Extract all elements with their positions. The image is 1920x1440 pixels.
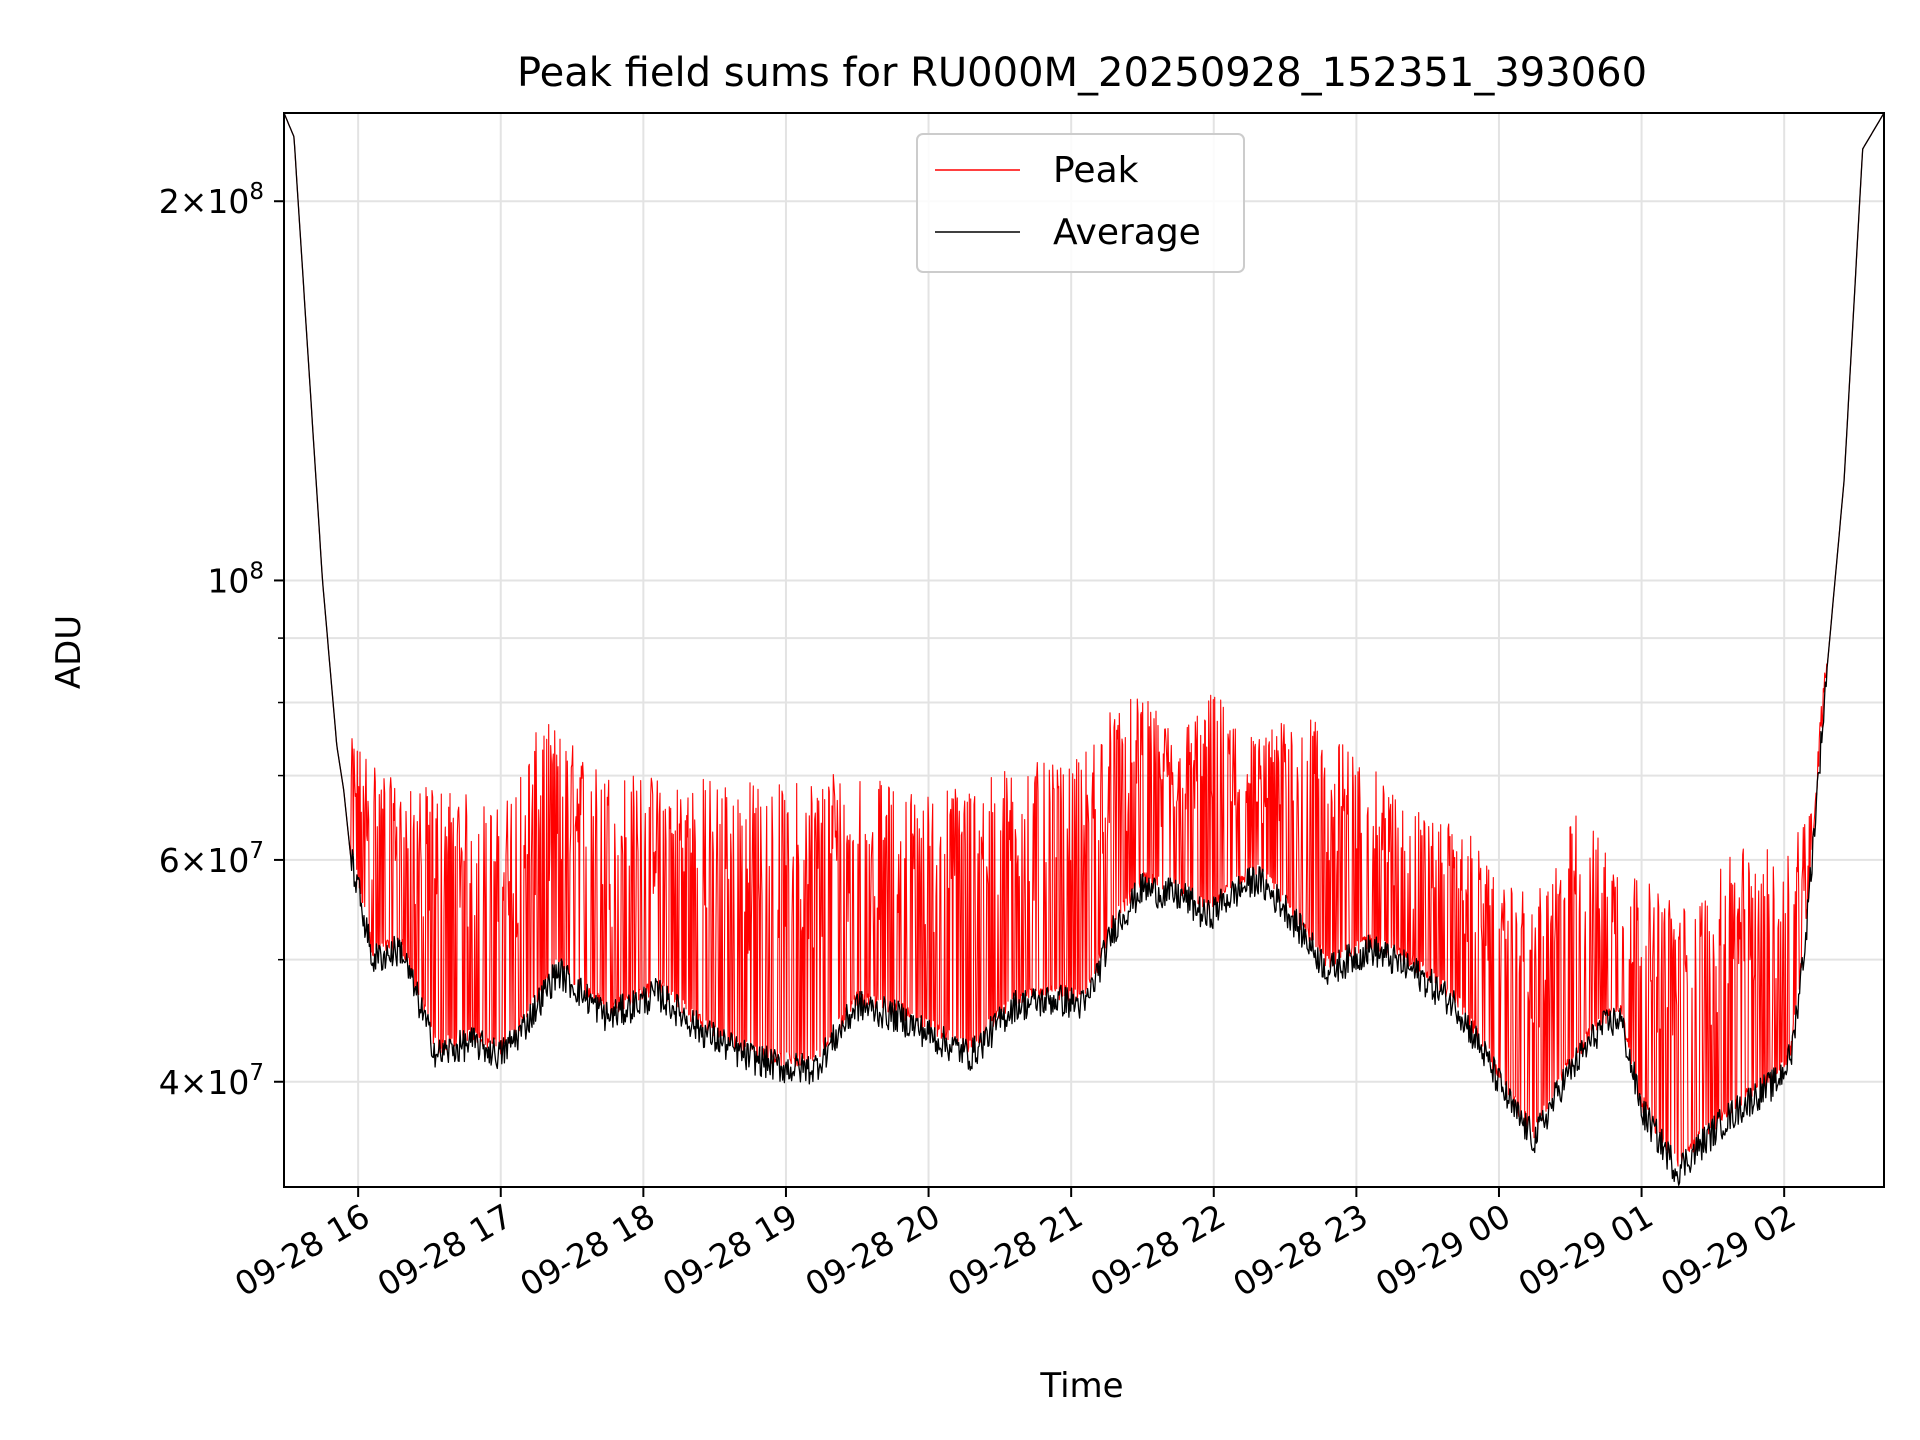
plot-frame (283, 112, 1885, 1188)
x-tick-label: 09-28 22 (1084, 1196, 1232, 1304)
legend-label-peak: Peak (1053, 150, 1139, 191)
x-tick-label: 09-29 02 (1654, 1196, 1802, 1304)
x-tick-label: 09-28 23 (1226, 1196, 1374, 1304)
legend: Peak Average (916, 133, 1245, 273)
y-tick-label: 6×107 (159, 838, 264, 880)
y-tick-label: 2×108 (159, 179, 264, 221)
series-peak-line (283, 112, 1885, 1167)
plot-area (283, 112, 1885, 1186)
x-tick-label: 09-28 17 (371, 1196, 519, 1304)
y-tick-label: 4×107 (159, 1060, 264, 1102)
legend-label-average: Average (1053, 212, 1201, 253)
x-tick-label: 09-29 00 (1369, 1196, 1517, 1304)
x-tick-label: 09-28 16 (228, 1196, 376, 1304)
x-tick-label: 09-28 18 (513, 1196, 661, 1304)
legend-box (916, 133, 1245, 273)
x-tick-label: 09-29 01 (1512, 1196, 1660, 1304)
x-tick-label: 09-28 21 (941, 1196, 1089, 1304)
grid (284, 113, 1884, 1187)
x-axis-label: Time (1039, 1366, 1123, 1406)
x-tick-label: 09-28 20 (799, 1196, 947, 1304)
chart-title: Peak field sums for RU000M_20250928_1523… (517, 50, 1647, 96)
y-tick-label: 108 (207, 558, 264, 600)
y-axis-label: ADU (49, 615, 89, 689)
x-tick-label: 09-28 19 (656, 1196, 804, 1304)
series-average-line (283, 112, 1885, 1186)
